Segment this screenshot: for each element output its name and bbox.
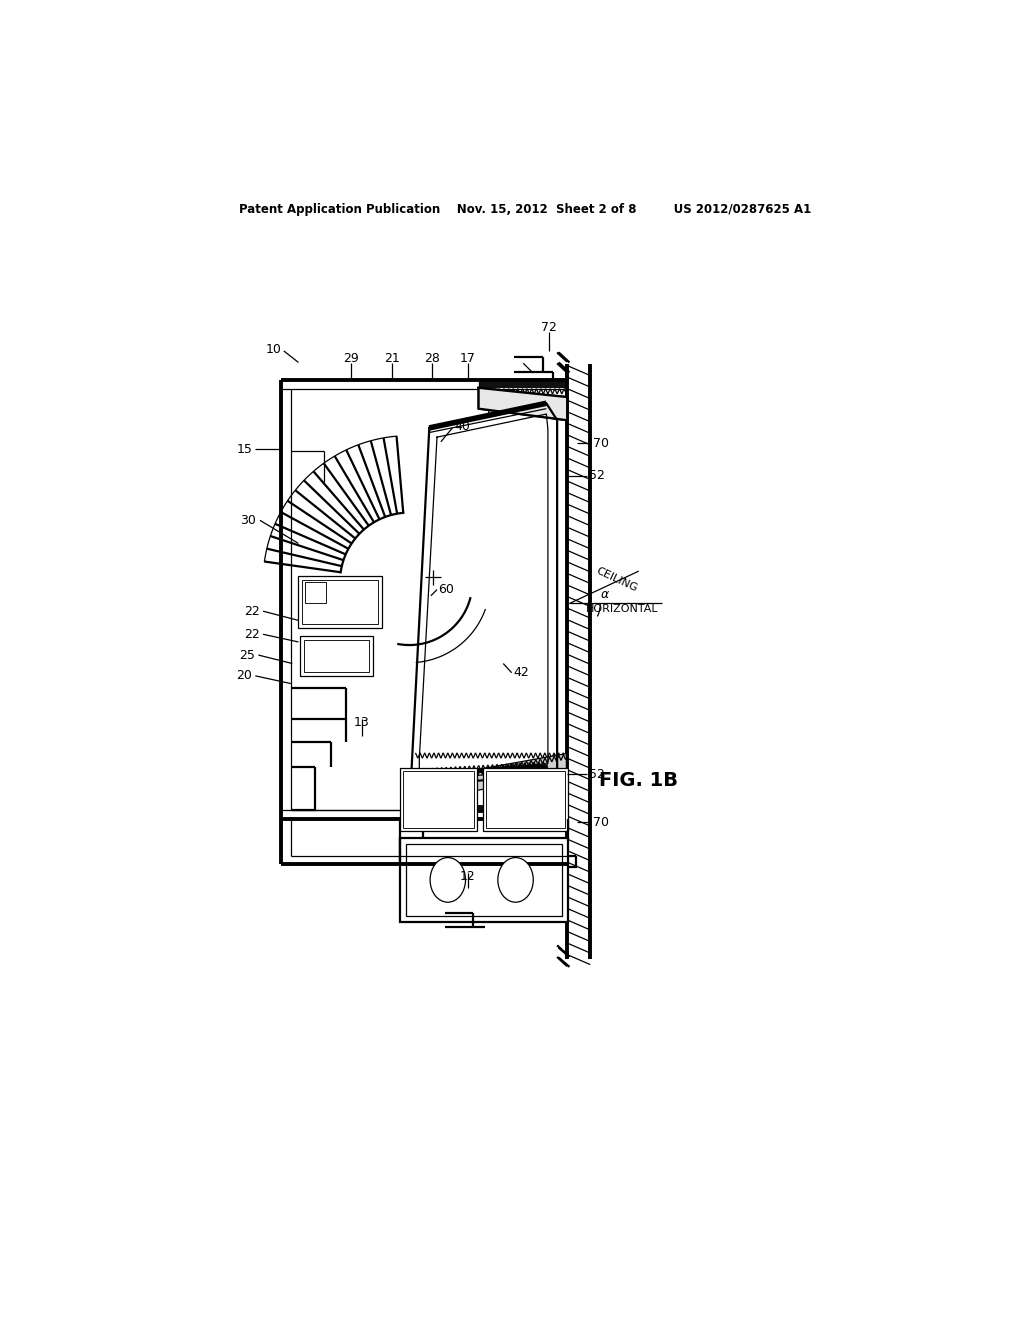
Text: HORIZONTAL: HORIZONTAL	[586, 603, 658, 614]
Text: $\alpha$: $\alpha$	[600, 587, 610, 601]
Text: 52: 52	[590, 469, 605, 482]
Bar	[486, 771, 565, 829]
Text: 29: 29	[343, 352, 358, 366]
Bar	[483, 768, 568, 832]
Text: 22: 22	[244, 605, 260, 618]
Bar	[416, 805, 566, 813]
Text: 30: 30	[241, 513, 256, 527]
Text: 25: 25	[240, 648, 255, 661]
Text: 60: 60	[438, 583, 455, 597]
Text: CEILING: CEILING	[595, 566, 639, 594]
Polygon shape	[478, 388, 567, 420]
Polygon shape	[416, 754, 566, 801]
Circle shape	[488, 409, 497, 416]
Text: 22: 22	[244, 628, 260, 640]
Ellipse shape	[498, 858, 534, 903]
Text: 28: 28	[424, 352, 439, 366]
Text: 13: 13	[353, 715, 370, 729]
Bar	[478, 380, 566, 388]
Bar	[400, 768, 477, 832]
Text: FIG. 1B: FIG. 1B	[599, 771, 678, 791]
Bar	[304, 582, 326, 603]
Text: 70: 70	[593, 437, 609, 450]
Bar	[400, 837, 568, 923]
Text: 10: 10	[265, 343, 282, 356]
Ellipse shape	[430, 858, 466, 903]
Text: 52: 52	[590, 768, 605, 781]
Bar	[403, 771, 474, 829]
Text: 12: 12	[460, 870, 476, 883]
Text: 42: 42	[513, 667, 529, 680]
Text: 72: 72	[541, 321, 557, 334]
Text: 17: 17	[460, 352, 476, 366]
Bar	[407, 843, 562, 916]
Text: 15: 15	[237, 444, 252, 455]
Text: Patent Application Publication    Nov. 15, 2012  Sheet 2 of 8         US 2012/02: Patent Application Publication Nov. 15, …	[239, 203, 811, 215]
Text: 40: 40	[454, 420, 470, 433]
Text: 70: 70	[593, 816, 609, 829]
Text: 20: 20	[237, 669, 252, 682]
Text: 21: 21	[384, 352, 400, 366]
Bar	[300, 636, 373, 676]
Bar	[302, 579, 378, 624]
Bar	[298, 576, 382, 628]
Bar	[304, 640, 370, 672]
